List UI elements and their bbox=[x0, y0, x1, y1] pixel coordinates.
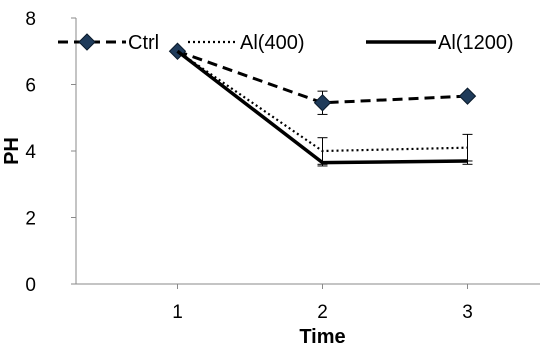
legend-item-al-1200-: Al(1200) bbox=[366, 32, 514, 54]
legend: Ctrl Al(400) Al(1200) bbox=[58, 32, 514, 54]
ticks-layer: 0 2 4 6 8 1 2 3 bbox=[25, 9, 472, 323]
legend-item-ctrl: Ctrl bbox=[58, 32, 159, 54]
x-tick-label: 3 bbox=[462, 302, 473, 323]
y-tick-label: 4 bbox=[25, 142, 36, 163]
data-point-diamond bbox=[458, 87, 477, 105]
legend-label: Al(1200) bbox=[438, 32, 514, 54]
legend-marker-diamond bbox=[78, 33, 96, 51]
y-axis-title: PH bbox=[1, 137, 23, 165]
series-al-1200- bbox=[176, 49, 473, 167]
x-tick-label: 2 bbox=[317, 302, 328, 323]
x-axis-title: Time bbox=[299, 326, 345, 347]
legend-label: Al(400) bbox=[240, 32, 304, 54]
y-tick-label: 8 bbox=[25, 9, 36, 30]
legend-item-al-400-: Al(400) bbox=[188, 32, 304, 54]
legend-label: Ctrl bbox=[128, 32, 159, 54]
data-point-diamond bbox=[313, 94, 332, 112]
y-tick-label: 6 bbox=[25, 76, 36, 97]
y-tick-label: 2 bbox=[25, 209, 36, 230]
x-tick-label: 1 bbox=[172, 302, 183, 323]
y-tick-label: 0 bbox=[25, 275, 36, 296]
series-layer bbox=[168, 42, 477, 167]
